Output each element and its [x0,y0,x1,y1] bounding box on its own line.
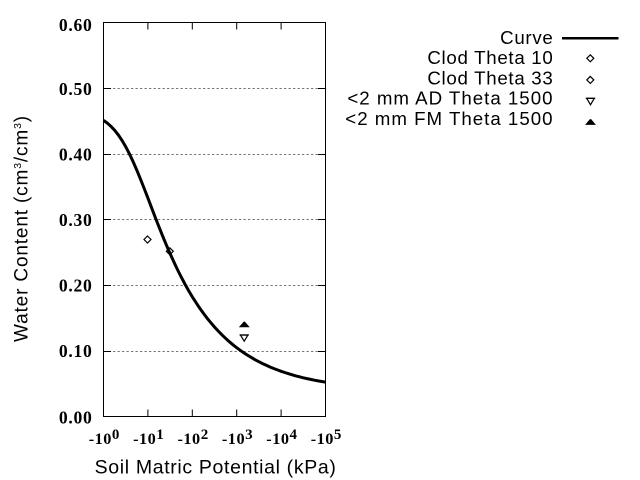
svg-text:Clod Theta 33: Clod Theta 33 [427,67,553,88]
svg-text:0.60: 0.60 [59,15,93,35]
svg-text:Soil Matric Potential (kPa): Soil Matric Potential (kPa) [95,457,337,479]
svg-text:-105: -105 [311,427,342,448]
svg-text:0.40: 0.40 [59,144,93,164]
svg-text:-101: -101 [133,427,164,448]
svg-text:0.00: 0.00 [59,408,93,428]
svg-text:-100: -100 [89,427,120,448]
svg-text:-104: -104 [266,427,297,448]
svg-text:<2 mm AD Theta 1500: <2 mm AD Theta 1500 [347,88,553,109]
svg-text:Water Content (cm3/cm3): Water Content (cm3/cm3) [12,115,33,342]
svg-text:Curve: Curve [500,27,553,48]
svg-text:<2 mm FM Theta 1500: <2 mm FM Theta 1500 [345,108,553,129]
svg-text:-103: -103 [222,427,253,448]
svg-text:0.50: 0.50 [59,79,93,99]
svg-text:0.20: 0.20 [59,275,93,295]
svg-text:-102: -102 [178,427,209,448]
svg-text:Clod Theta 10: Clod Theta 10 [427,47,553,68]
svg-text:0.30: 0.30 [59,210,93,230]
svg-text:0.10: 0.10 [59,341,93,361]
